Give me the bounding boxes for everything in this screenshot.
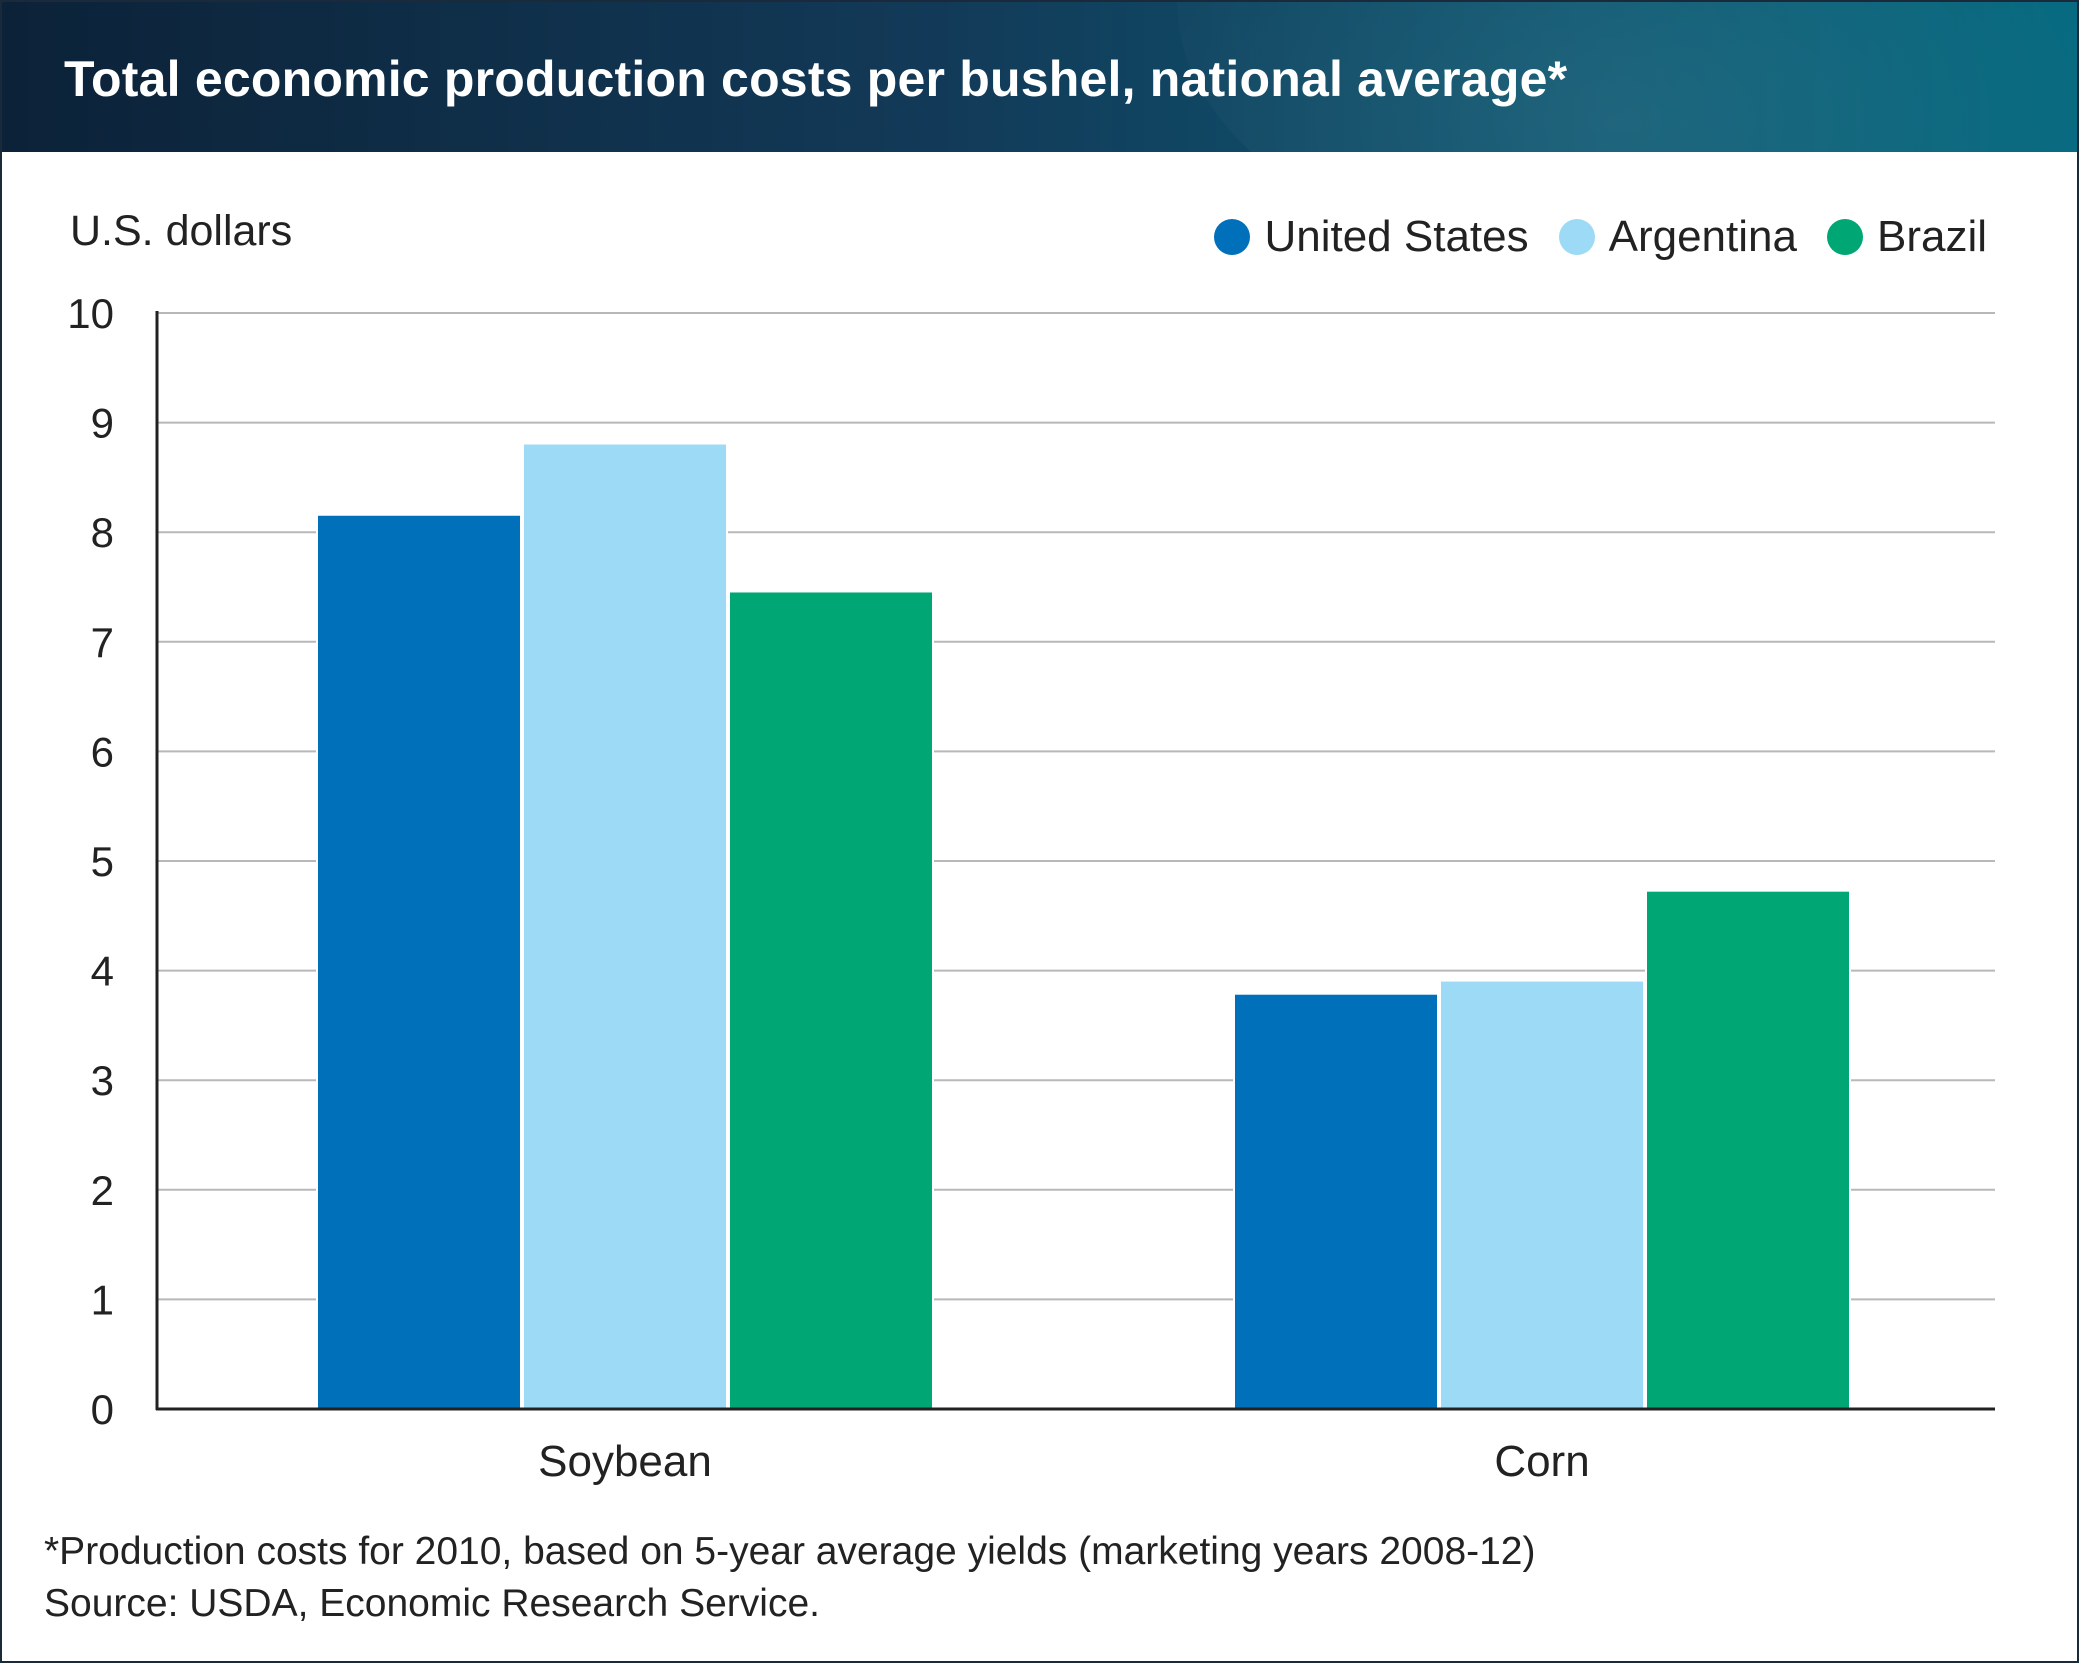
source-note: Source: USDA, Economic Research Service.	[44, 1582, 820, 1625]
y-axis-label: U.S. dollars	[70, 207, 293, 255]
legend-swatch-united-states	[1214, 219, 1251, 255]
y-tick-label: 8	[91, 509, 114, 556]
y-tick-label: 4	[91, 948, 114, 995]
legend-item-united-states: United States	[1214, 212, 1529, 262]
legend-label-united-states: United States	[1264, 212, 1529, 261]
legend-item-argentina: Argentina	[1558, 212, 1797, 262]
chart-header: Total economic production costs per bush…	[2, 2, 2077, 152]
bar-soybean-argentina	[524, 444, 726, 1409]
y-tick-label: 10	[67, 290, 114, 337]
bar-corn-argentina	[1441, 981, 1643, 1409]
y-tick-label: 7	[91, 619, 114, 666]
legend-item-brazil: Brazil	[1826, 212, 1987, 262]
x-tick-label: Soybean	[538, 1437, 712, 1486]
header-decoration	[1177, 2, 2077, 152]
x-tick-label: Corn	[1494, 1437, 1589, 1486]
legend-label-argentina: Argentina	[1608, 212, 1797, 261]
y-tick-label: 6	[91, 728, 114, 775]
legend-swatch-argentina	[1558, 219, 1595, 255]
legend: United States Argentina Brazil	[1214, 212, 1987, 262]
bar-corn-united-states	[1235, 994, 1437, 1409]
chart-title: Total economic production costs per bush…	[64, 51, 1568, 107]
legend-label-brazil: Brazil	[1876, 212, 1987, 261]
y-tick-label: 0	[91, 1386, 114, 1433]
y-tick-label: 3	[91, 1057, 114, 1104]
y-tick-label: 1	[91, 1276, 114, 1323]
footnote: *Production costs for 2010, based on 5-y…	[44, 1530, 1536, 1573]
bar-soybean-brazil	[730, 592, 932, 1409]
legend-swatch-brazil	[1826, 219, 1863, 255]
y-tick-label: 9	[91, 400, 114, 447]
y-tick-label: 5	[91, 838, 114, 885]
bar-corn-brazil	[1647, 891, 1849, 1409]
bar-soybean-united-states	[318, 515, 520, 1409]
y-tick-label: 2	[91, 1167, 114, 1214]
